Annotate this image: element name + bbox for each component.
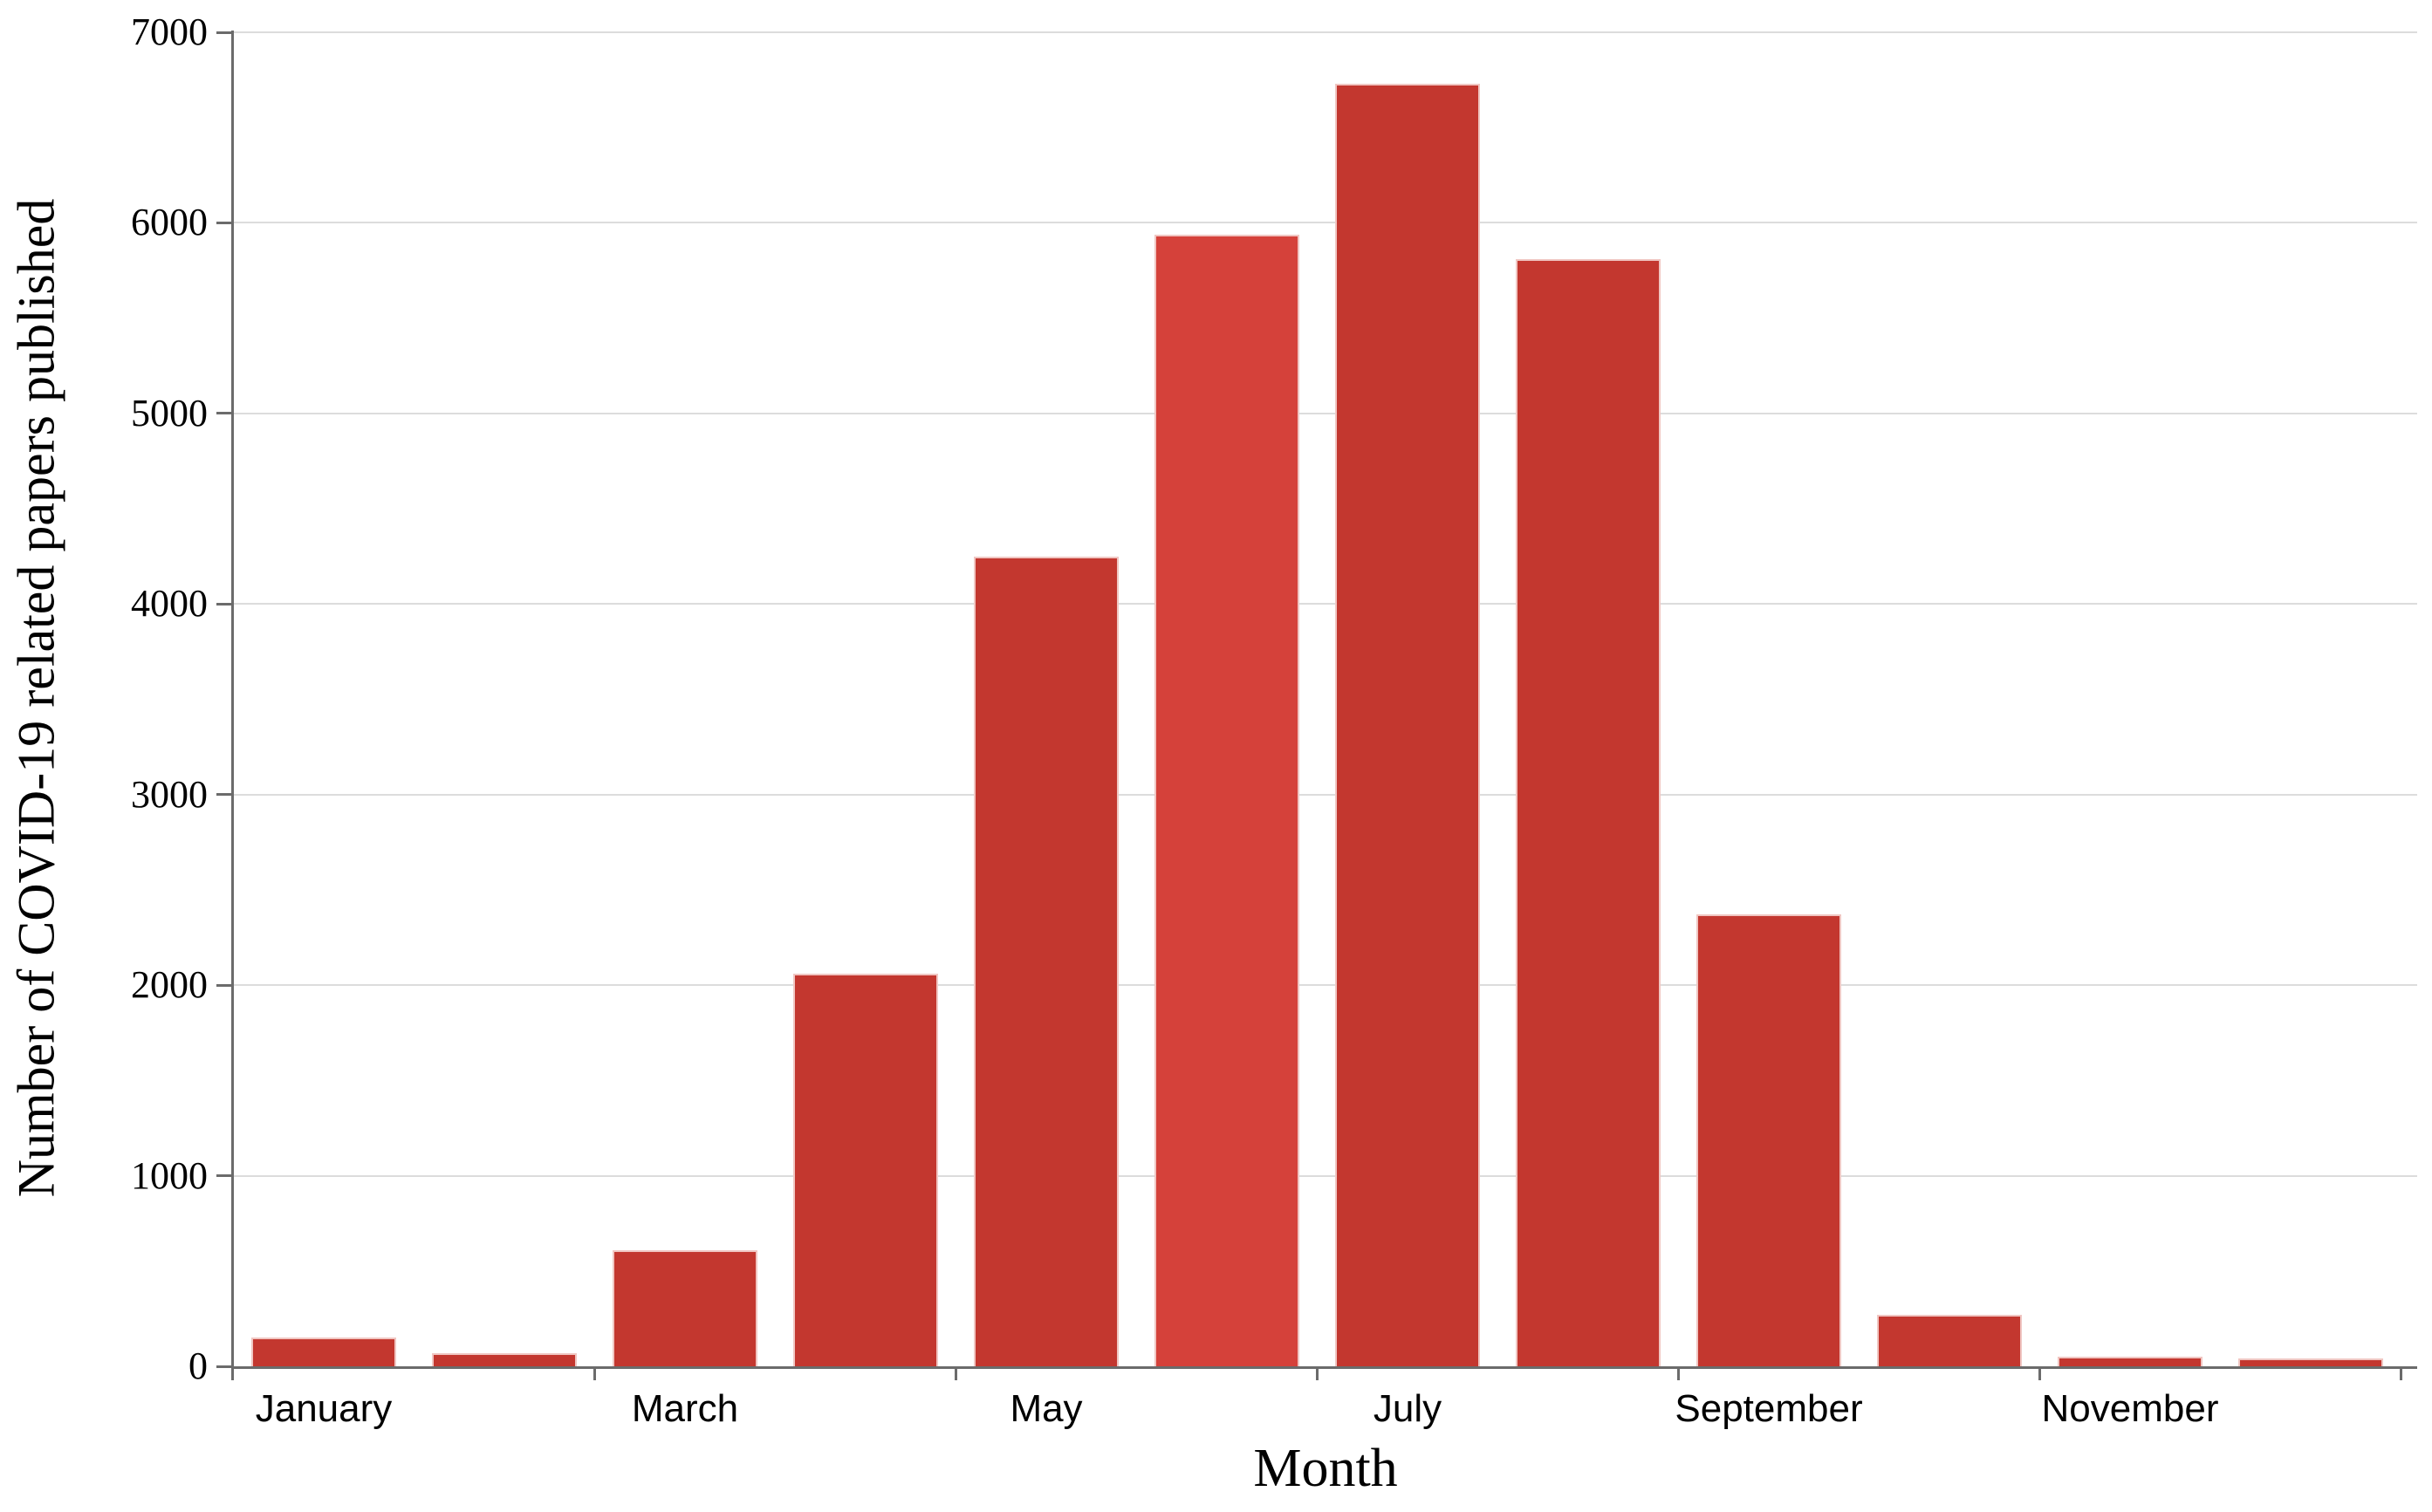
x-tick-label-july: July xyxy=(1373,1387,1442,1430)
y-tick-label-2000: 2000 xyxy=(131,963,208,1007)
y-tick-label-7000: 7000 xyxy=(131,10,208,53)
y-tick-mark-7000 xyxy=(216,31,234,34)
y-tick-mark-5000 xyxy=(216,412,234,415)
y-tick-label-0: 0 xyxy=(188,1344,208,1387)
y-tick-mark-2000 xyxy=(216,983,234,987)
x-tick-mark-2 xyxy=(593,1366,596,1380)
y-tick-label-4000: 4000 xyxy=(131,582,208,626)
gridline-6000 xyxy=(234,222,2417,224)
x-tick-label-january: January xyxy=(255,1387,393,1430)
y-tick-label-3000: 3000 xyxy=(131,772,208,816)
x-tick-mark-8 xyxy=(1677,1366,1680,1380)
bar-april xyxy=(793,974,938,1366)
gridline-3000 xyxy=(234,793,2417,796)
gridline-5000 xyxy=(234,412,2417,414)
bar-january xyxy=(251,1338,396,1366)
bar-may xyxy=(974,556,1119,1366)
x-tick-mark-4 xyxy=(955,1366,957,1380)
plot-area xyxy=(231,31,2417,1380)
gridline-2000 xyxy=(234,984,2417,987)
gridline-1000 xyxy=(234,1174,2417,1177)
x-tick-mark-12 xyxy=(2400,1366,2402,1380)
y-axis-title: Number of COVID-19 related papers publis… xyxy=(7,198,65,1198)
bar-december xyxy=(2238,1358,2383,1366)
y-axis-line xyxy=(231,31,234,1380)
gridline-7000 xyxy=(234,31,2417,33)
x-tick-label-november: November xyxy=(2041,1387,2219,1430)
x-tick-mark-10 xyxy=(2038,1366,2041,1380)
y-tick-label-5000: 5000 xyxy=(131,391,208,434)
bar-november xyxy=(2058,1357,2203,1366)
gridline-4000 xyxy=(234,603,2417,605)
x-axis-line xyxy=(231,1366,2417,1369)
bar-september xyxy=(1696,914,1841,1366)
x-tick-label-may: May xyxy=(1010,1387,1083,1430)
bar-march xyxy=(613,1249,757,1366)
y-tick-mark-1000 xyxy=(216,1174,234,1178)
x-tick-label-september: September xyxy=(1675,1387,1863,1430)
y-tick-mark-4000 xyxy=(216,602,234,605)
bar-august xyxy=(1516,258,1661,1366)
bar-june xyxy=(1154,234,1299,1366)
y-tick-mark-0 xyxy=(216,1365,234,1368)
x-tick-mark-6 xyxy=(1316,1366,1319,1380)
y-tick-label-1000: 1000 xyxy=(131,1153,208,1197)
y-tick-mark-6000 xyxy=(216,221,234,224)
bar-july xyxy=(1335,83,1480,1366)
x-axis-title: Month xyxy=(1253,1439,1398,1498)
bar-october xyxy=(1877,1315,2022,1366)
y-tick-mark-3000 xyxy=(216,793,234,797)
x-tick-label-march: March xyxy=(631,1387,739,1430)
y-tick-label-6000: 6000 xyxy=(131,201,208,244)
bar-february xyxy=(432,1352,577,1366)
